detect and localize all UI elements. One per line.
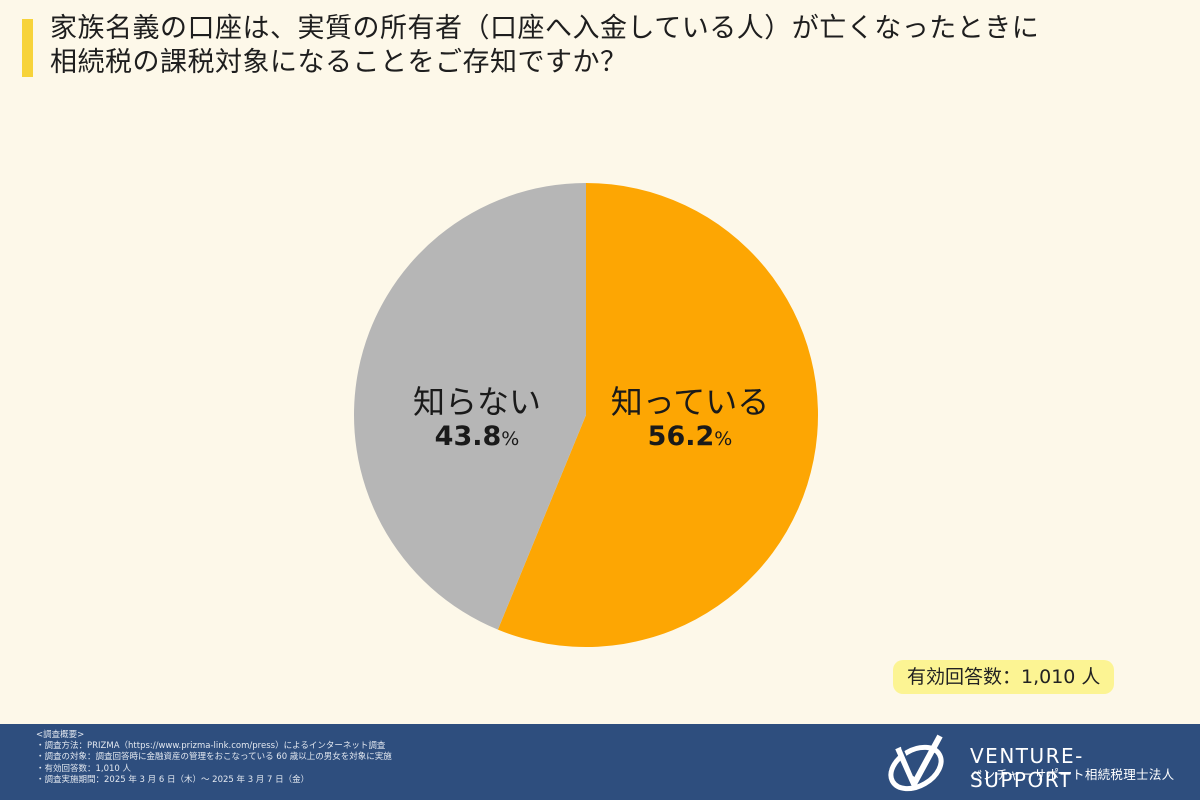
title-accent-bar — [22, 19, 33, 77]
venture-support-logo: VENTURE-SUPPORT ベンチャーサポート相続税理士法人 — [884, 734, 1184, 792]
brand-name-jp: ベンチャーサポート相続税理士法人 — [970, 767, 1175, 782]
slice-label-know: 知っている 56.2% — [600, 383, 780, 455]
slice-label-know-name: 知っている — [610, 383, 770, 421]
brand-name-en: VENTURE-SUPPORT — [970, 744, 1084, 792]
chart-title-line-2: 相続税の課税対象になることをご存知ですか？ — [50, 47, 628, 78]
footer: <調査概要> ・調査方法：PRIZMA（https://www.prizma-l… — [0, 724, 1200, 800]
pie-chart-svg — [353, 183, 818, 647]
survey-method: ・調査方法：PRIZMA（https://www.prizma-link.com… — [36, 741, 386, 752]
slice-label-dont-know: 知らない 43.8% — [392, 383, 562, 455]
slice-label-dont-know-value: 43.8% — [392, 421, 562, 455]
chart-title: 家族名義の口座は、実質の所有者（口座へ入金している人）が亡くなったときに 相続税… — [50, 12, 1190, 80]
survey-period: ・調査実施期間：2025 年 3 月 6 日（木）～ 2025 年 3 月 7 … — [36, 774, 310, 785]
slice-label-dont-know-name: 知らない — [412, 383, 541, 421]
pie-slice-dont-know — [353, 183, 586, 630]
slice-unit-know: % — [714, 428, 733, 450]
check-ring-logo-icon — [888, 734, 944, 792]
slice-value-dont-know: 43.8 — [434, 421, 502, 452]
slice-value-know: 56.2 — [647, 421, 715, 452]
pie-chart: 知っている 56.2% 知らない 43.8% — [353, 183, 818, 647]
survey-respondents: ・有効回答数：1,010 人 — [36, 763, 132, 774]
survey-overview: <調査概要> ・調査方法：PRIZMA（https://www.prizma-l… — [36, 730, 392, 786]
slice-label-know-value: 56.2% — [600, 421, 780, 455]
chart-title-line-1: 家族名義の口座は、実質の所有者（口座へ入金している人）が亡くなったときに — [50, 13, 1040, 44]
pie-slice-know — [497, 183, 818, 647]
slice-unit-dont-know: % — [501, 428, 520, 450]
survey-overview-heading: <調査概要> — [36, 730, 85, 740]
respondents-badge: 有効回答数：1,010 人 — [893, 660, 1115, 694]
survey-target: ・調査の対象：調査回答時に金融資産の管理をおこなっている 60 歳以上の男女を対… — [36, 752, 392, 763]
